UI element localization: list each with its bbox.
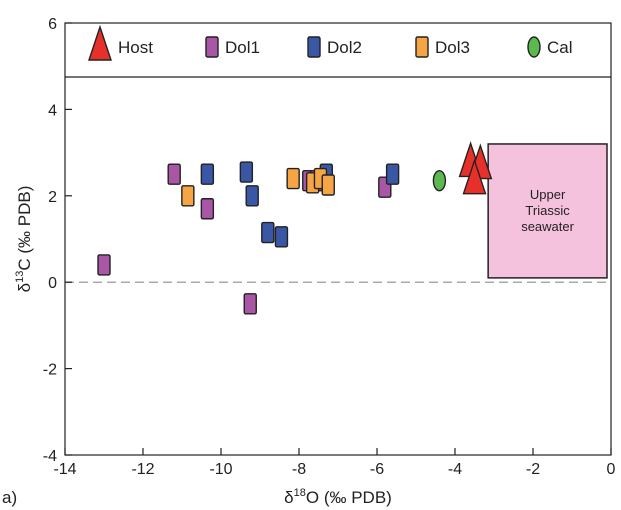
y-tick-label: 4	[48, 102, 57, 119]
plot-area-border	[64, 22, 612, 456]
dol3-data-point	[181, 185, 195, 207]
y-tick-label: -2	[43, 362, 57, 379]
legend-item-dol3: Dol3	[415, 36, 470, 58]
x-tick-label: -4	[448, 461, 462, 478]
legend-label: Dol1	[225, 38, 260, 57]
legend: Host Dol1 Dol2 Dol3 Cal	[88, 24, 573, 61]
x-axis-label: δ18O (‰ PDB)	[284, 487, 392, 507]
y-tick-label: 2	[48, 189, 57, 206]
legend-label: Host	[118, 38, 153, 57]
legend-marker-dol3	[415, 36, 429, 58]
legend-marker-host	[88, 24, 112, 61]
cal-data-point	[432, 169, 447, 192]
dol2-data-point	[239, 161, 254, 183]
y-tick-label: 0	[48, 275, 57, 292]
y-tick-label: 6	[48, 16, 57, 33]
dol3-data-point	[321, 174, 335, 196]
legend-marker-dol2	[307, 36, 321, 58]
y-axis-label: δ13C (‰ PDB)	[14, 186, 34, 293]
x-tick-label: 0	[607, 461, 616, 478]
legend-label: Dol3	[435, 38, 470, 57]
legend-item-cal: Cal	[527, 36, 573, 58]
region-label: Upper	[530, 187, 566, 202]
region-label: Triassic	[525, 203, 570, 218]
x-tick-label: -12	[131, 461, 154, 478]
dol3-data-point	[286, 167, 300, 190]
dol1-data-point	[200, 198, 215, 220]
dol2-data-point	[245, 185, 259, 207]
x-tick-label: -14	[53, 461, 76, 478]
host-data-point	[462, 158, 487, 195]
x-tick-label: -10	[209, 461, 232, 478]
dol1-data-point	[167, 163, 181, 185]
legend-marker-dol1	[205, 36, 219, 58]
dol2-data-point	[200, 163, 215, 185]
dol2-data-point	[261, 221, 275, 244]
legend-label: Cal	[547, 38, 573, 57]
upper-triassic-seawater-region	[487, 143, 608, 279]
panel-label: a)	[2, 488, 17, 507]
dol1-data-point	[243, 293, 257, 315]
x-tick-label: -6	[370, 461, 384, 478]
legend-item-host: Host	[88, 24, 153, 61]
legend-item-dol1: Dol1	[205, 36, 260, 58]
dol2-data-point	[274, 226, 289, 248]
legend-marker-cal	[527, 36, 541, 58]
x-tick-label: -2	[526, 461, 540, 478]
legend-label: Dol2	[327, 38, 362, 57]
region-label: seawater	[521, 219, 574, 234]
y-tick-label: -4	[43, 448, 57, 465]
axis-ticks: -14 -12 -10 -8 -6 -4 -2 0 -4 -2 0 2 4 6	[43, 16, 616, 478]
x-tick-label: -8	[292, 461, 306, 478]
dol1-data-point	[97, 254, 111, 276]
legend-item-dol2: Dol2	[307, 36, 362, 58]
dol2-data-point	[385, 163, 400, 185]
